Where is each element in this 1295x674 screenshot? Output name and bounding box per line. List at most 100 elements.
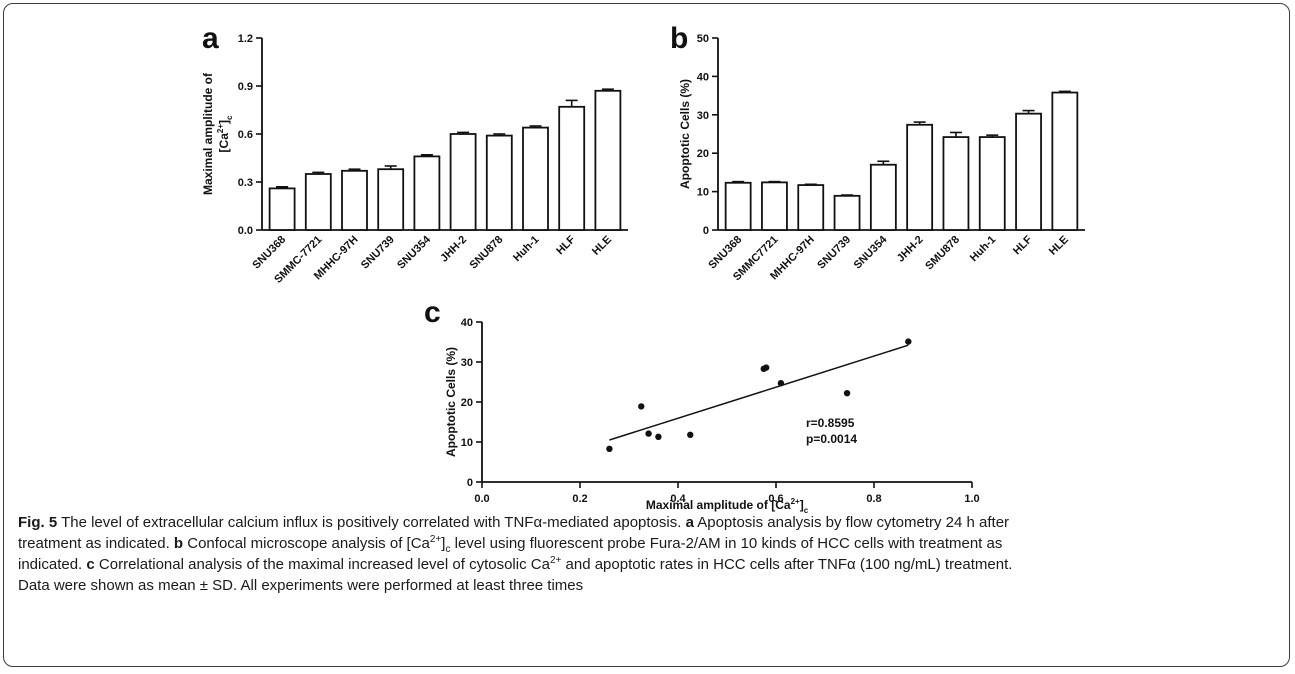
bar bbox=[377, 168, 405, 231]
category-label: HLF bbox=[1011, 233, 1035, 257]
panel-letter: c bbox=[424, 296, 441, 329]
y-tick-label: 0.0 bbox=[238, 225, 253, 237]
annotation-p: p=0.0014 bbox=[806, 432, 857, 446]
y-axis-title: Apoptotic Cells (%) bbox=[444, 347, 458, 457]
x-tick-label: 0.0 bbox=[474, 493, 489, 505]
data-point bbox=[905, 338, 912, 345]
category-label: SNU739 bbox=[815, 234, 853, 272]
category-label: SNU354 bbox=[852, 233, 891, 272]
bar bbox=[724, 181, 752, 231]
y-axis-title: Maximal amplitude of [Ca2+]c bbox=[201, 72, 234, 195]
category-label: HLF bbox=[554, 233, 578, 257]
category-label: SNU878 bbox=[468, 234, 506, 272]
y-tick-label: 0 bbox=[703, 225, 709, 237]
category-label: Huh-1 bbox=[511, 234, 542, 265]
y-tick-label: 40 bbox=[697, 71, 709, 83]
data-point bbox=[777, 380, 785, 387]
bar bbox=[594, 89, 622, 231]
panel-letter: a bbox=[202, 22, 219, 55]
x-tick-label: 0.4 bbox=[670, 493, 686, 505]
y-axis-title-sup: 2+ bbox=[216, 124, 225, 133]
y-tick-label: 0.3 bbox=[238, 177, 253, 189]
figure-caption: Fig. 5 The level of extracellular calciu… bbox=[18, 512, 1280, 596]
caption-line-2: treatment as indicated. b Confocal micro… bbox=[18, 533, 1280, 555]
caption-segment: level using fluorescent probe Fura-2/AM … bbox=[450, 535, 1003, 552]
y-tick-label: 30 bbox=[461, 357, 473, 369]
y-tick-label: 20 bbox=[461, 397, 473, 409]
category-label: JHH-2 bbox=[895, 234, 926, 265]
bar bbox=[797, 184, 825, 231]
caption-segment: b bbox=[173, 535, 184, 552]
bar bbox=[761, 181, 788, 231]
y-tick-label: 0 bbox=[467, 477, 473, 489]
x-axis-title-sup: 2+ bbox=[791, 497, 800, 506]
caption-segment: c bbox=[86, 556, 95, 573]
category-label: HLE bbox=[1047, 234, 1071, 258]
data-point bbox=[687, 431, 694, 438]
y-tick-label: 30 bbox=[697, 110, 709, 122]
bar bbox=[341, 169, 368, 231]
bar bbox=[833, 194, 861, 231]
fit-line bbox=[609, 344, 909, 441]
data-point bbox=[655, 433, 662, 440]
caption-segment: a bbox=[685, 514, 694, 531]
caption-line-1: Fig. 5 The level of extracellular calciu… bbox=[18, 512, 1280, 533]
x-tick-label: 0.8 bbox=[866, 493, 881, 505]
y-axis-title-line2: [Ca2+]c bbox=[216, 115, 234, 152]
x-tick-label: 0.2 bbox=[572, 493, 587, 505]
x-tick-label: 1.0 bbox=[964, 493, 979, 505]
annotation-r: r=0.8595 bbox=[806, 416, 855, 430]
figure-frame bbox=[3, 3, 1290, 667]
y-tick-label: 0.6 bbox=[238, 129, 253, 141]
bar bbox=[268, 187, 296, 231]
bar bbox=[558, 105, 586, 231]
category-label: SMU878 bbox=[923, 234, 962, 273]
x-tick-label: 0.6 bbox=[768, 493, 783, 505]
caption-segment: indicated. bbox=[18, 556, 87, 573]
y-tick-label: 10 bbox=[697, 187, 709, 199]
category-label: HLE bbox=[590, 234, 614, 258]
caption-segment: and apoptotic rates in HCC cells after T… bbox=[561, 556, 1013, 573]
category-label: JHH-2 bbox=[438, 234, 469, 265]
bar bbox=[413, 155, 441, 231]
caption-segment: Fig. 5 bbox=[18, 514, 58, 531]
y-axis-title: Apoptotic Cells (%) bbox=[678, 79, 692, 189]
bar bbox=[869, 163, 897, 231]
bar bbox=[942, 136, 970, 231]
bar bbox=[1015, 112, 1042, 231]
caption-line-3: indicated. c Correlational analysis of t… bbox=[18, 554, 1280, 575]
caption-segment: The level of extracellular calcium influ… bbox=[57, 514, 686, 531]
caption-segment: Data were shown as mean ± SD. All experi… bbox=[18, 577, 584, 594]
y-axis-title-sub: c bbox=[225, 115, 234, 120]
y-tick-label: 1.2 bbox=[238, 33, 253, 45]
y-tick-label: 50 bbox=[697, 33, 709, 45]
bar bbox=[978, 136, 1006, 231]
bar bbox=[485, 134, 513, 231]
bar bbox=[1051, 91, 1079, 231]
x-axis-title: Maximal amplitude of [Ca2+]c bbox=[646, 497, 809, 515]
category-label: Huh-1 bbox=[968, 234, 999, 265]
data-point bbox=[763, 364, 770, 371]
bar bbox=[449, 133, 477, 231]
x-axis-title-part: Maximal amplitude of [Ca bbox=[646, 498, 791, 512]
panel-a: a0.00.30.60.91.2SNU368SMMC-7721MHHC-97HS… bbox=[201, 22, 628, 286]
caption-segment: c bbox=[445, 544, 451, 555]
data-point bbox=[645, 430, 652, 437]
caption-segment: 2+ bbox=[429, 534, 442, 545]
x-axis-title-part: ] bbox=[800, 498, 804, 512]
bar bbox=[522, 126, 549, 231]
panel-c: c 0 10 20 30 40 0.0 0.2 0.4 0.6 0.8 1.0 r=0.8595 p=0.… bbox=[424, 296, 980, 515]
y-tick-label: 40 bbox=[461, 317, 473, 329]
caption-segment: treatment as indicated. bbox=[18, 535, 174, 552]
caption-segment: Correlational analysis of the maximal in… bbox=[94, 556, 550, 573]
panel-b: b01020304050SNU368SMMC7721MHHC-97HSNU739… bbox=[670, 22, 1085, 283]
caption-segment: Apoptosis analysis by flow cytometry 24 … bbox=[693, 514, 1010, 531]
panel-letter: b bbox=[670, 22, 688, 55]
caption-segment: 2+ bbox=[549, 555, 562, 566]
caption-segment: Confocal microscope analysis of [Ca bbox=[183, 535, 430, 552]
y-axis-title-part: [Ca bbox=[217, 133, 231, 153]
caption-line-4: Data were shown as mean ± SD. All experi… bbox=[18, 575, 1280, 596]
caption-segment: ] bbox=[441, 535, 446, 552]
x-axis-title-sub: c bbox=[804, 506, 809, 515]
